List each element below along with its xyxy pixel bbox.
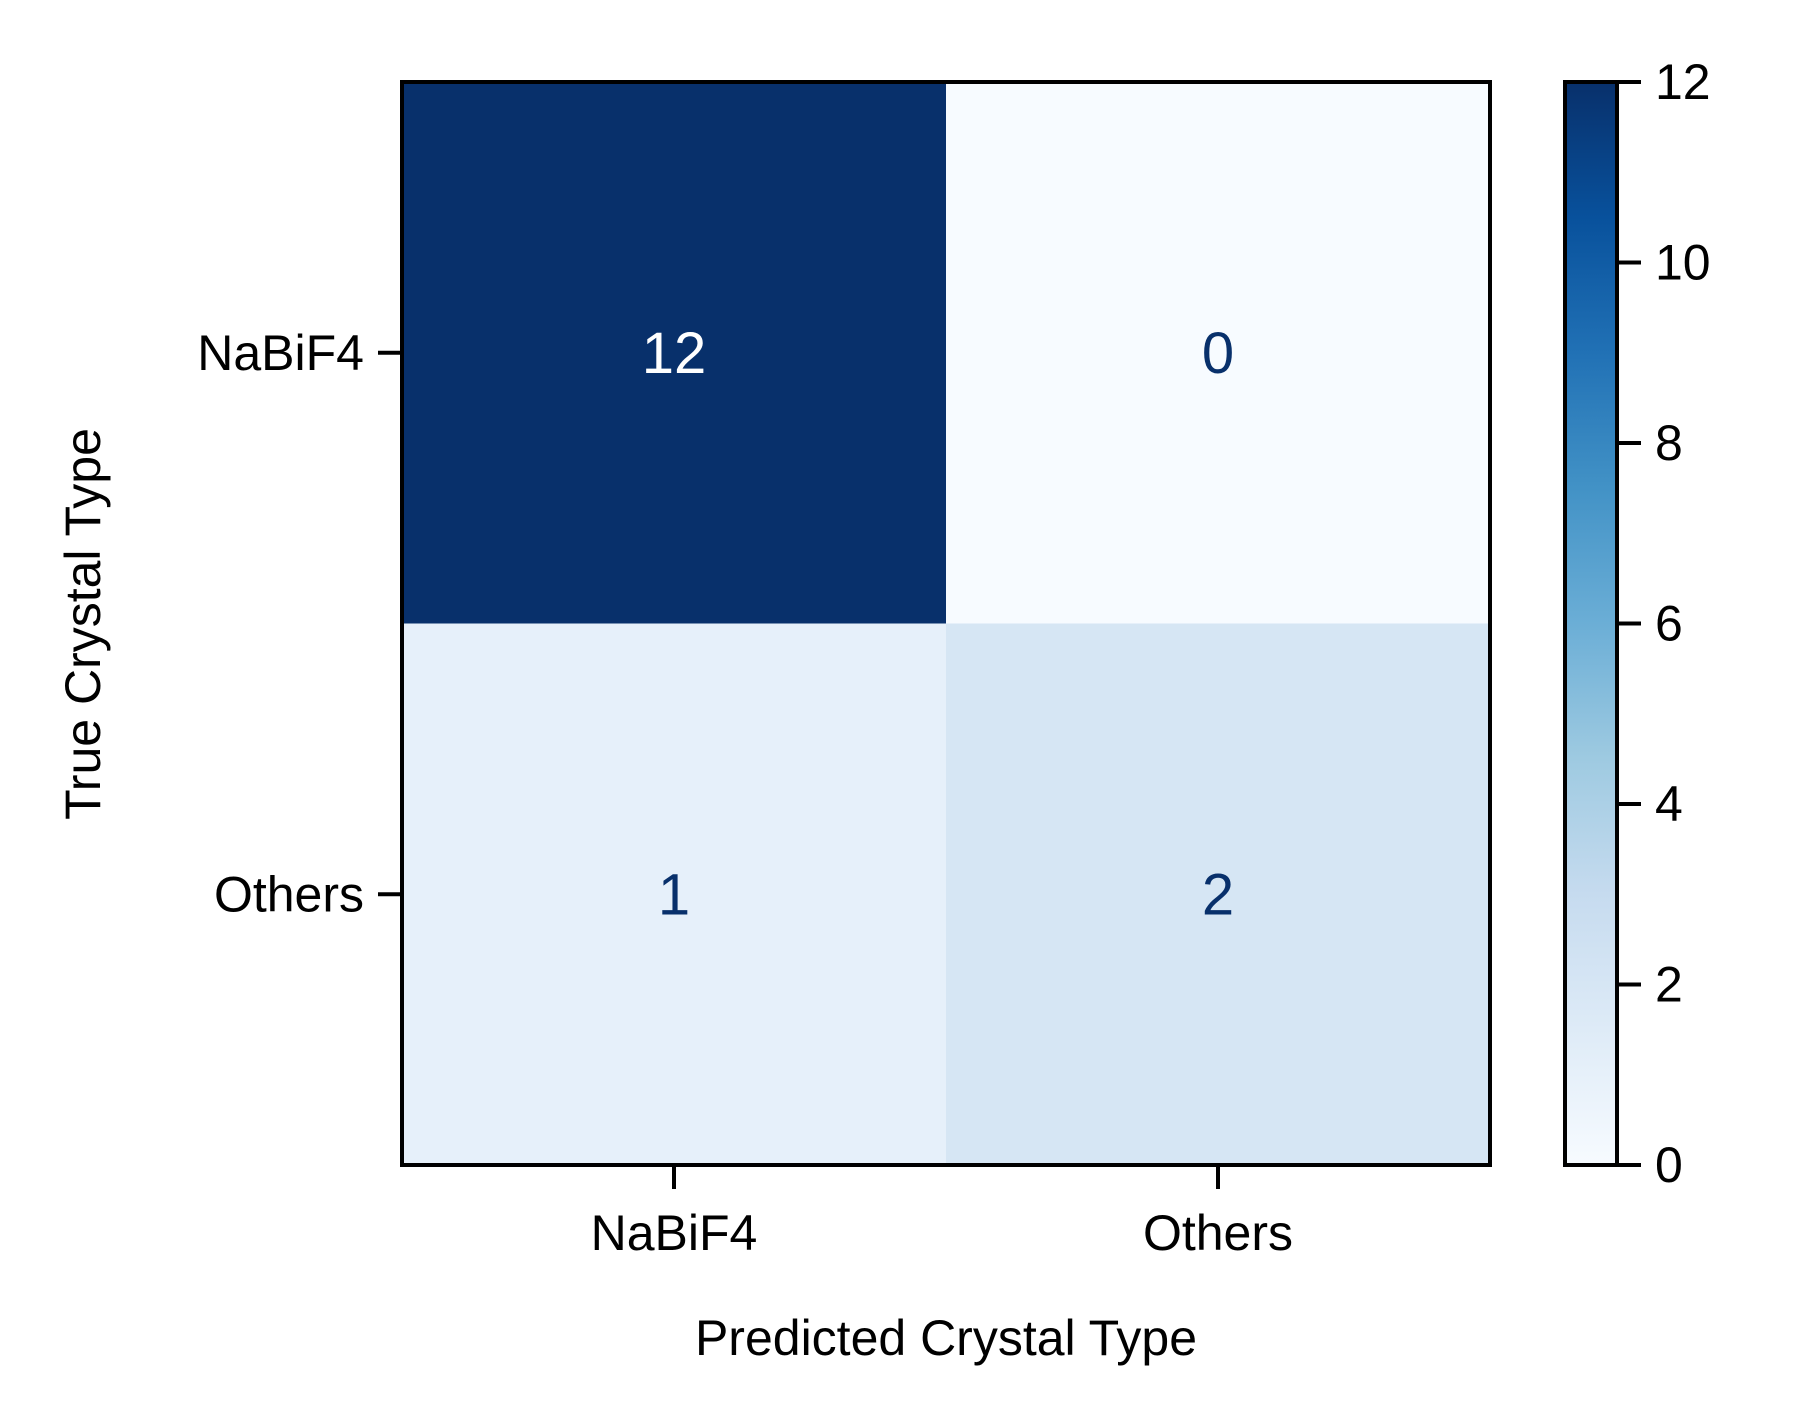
plot-frame	[400, 80, 1492, 1167]
y-axis-label: True Crystal Type	[55, 428, 111, 820]
x-axis-ticks: NaBiF4 Others	[591, 1165, 1293, 1261]
cell-value-label: 0	[1202, 321, 1234, 386]
colorbar	[1563, 80, 1619, 1167]
colorbar-tick-label: 2	[1655, 957, 1683, 1013]
x-axis-label: Predicted Crystal Type	[695, 1310, 1197, 1366]
y-axis-ticks: NaBiF4 Others	[197, 325, 402, 922]
colorbar-tick-label: 12	[1655, 54, 1711, 110]
heatmap-cell	[402, 82, 947, 624]
cell-value-label: 1	[658, 862, 690, 927]
colorbar-tick-label: 8	[1655, 415, 1683, 471]
y-tick-label: NaBiF4	[197, 325, 364, 381]
heatmap-cells	[402, 82, 1491, 1166]
heatmap-cell	[946, 623, 1491, 1166]
heatmap-cell	[946, 82, 1491, 624]
x-tick-label: Others	[1143, 1205, 1293, 1261]
y-tick-label: Others	[214, 866, 364, 922]
x-tick-label: NaBiF4	[591, 1205, 758, 1261]
colorbar-tick-label: 6	[1655, 596, 1683, 652]
colorbar-tick-label: 0	[1655, 1137, 1683, 1193]
heatmap-cell	[402, 623, 947, 1166]
cell-value-labels: 12 01 2	[642, 321, 1234, 928]
cell-value-label: 12	[642, 321, 707, 386]
colorbar-tick-label: 10	[1655, 235, 1711, 291]
colorbar-tick-label: 4	[1655, 776, 1683, 832]
cell-value-label: 2	[1202, 862, 1234, 927]
colorbar-ticks: 0 2 4 6 8 10 12	[1617, 54, 1711, 1193]
